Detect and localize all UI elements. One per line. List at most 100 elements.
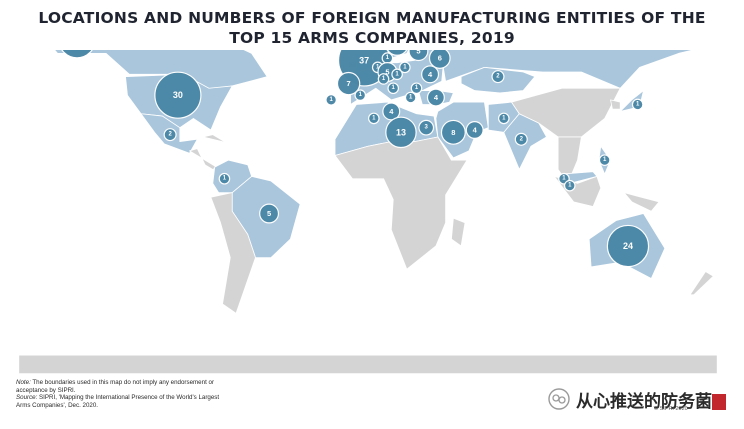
southeast-asia <box>557 136 582 184</box>
bubble-value-label: 3 <box>425 125 429 131</box>
watermark-text: 从心推送的防务菌 <box>576 391 712 412</box>
bubble-value-label: 1 <box>568 183 572 189</box>
bubble-greece: 1 <box>404 91 417 104</box>
bubble-layer: 1930215371971561157111411111414133841221… <box>61 50 650 268</box>
bubble-estonia: 5 <box>408 50 429 62</box>
bubble-circle <box>386 50 408 56</box>
bubble-circle <box>325 94 337 106</box>
bubble-value-label: 5 <box>416 50 420 56</box>
bubble-value-label: 1 <box>382 76 386 82</box>
source-text: SIPRI, 'Mapping the International Presen… <box>16 394 220 409</box>
sipri-logo <box>712 394 726 410</box>
bubble-algeria: 1 <box>368 112 380 125</box>
bubble-australia: 24 <box>606 224 650 268</box>
bubble-egypt: 3 <box>418 119 435 136</box>
bubble-brazil: 5 <box>259 203 280 224</box>
boundary-note: Note: The boundaries used in this map do… <box>16 379 226 394</box>
bubble-czech-republic: 1 <box>391 68 403 81</box>
source-label: Source: <box>16 394 38 402</box>
bubble-circle <box>259 203 280 224</box>
bubble-circle <box>514 132 528 146</box>
bubble-circle <box>61 50 93 59</box>
bubble-circle <box>410 82 423 95</box>
bubble-circle <box>385 116 417 149</box>
note-label: Note: <box>16 379 31 386</box>
bubble-circle <box>382 102 401 121</box>
bubble-mexico: 2 <box>163 128 177 142</box>
bubble-circle <box>426 88 445 107</box>
bubble-circle <box>428 50 451 69</box>
bubble-value-label: 2 <box>168 132 172 138</box>
bubble-value-label: 37 <box>359 55 369 65</box>
bubble-portugal: 1 <box>325 94 337 106</box>
bubble-value-label: 1 <box>415 85 419 91</box>
russia <box>437 50 695 89</box>
bubble-value-label: 4 <box>434 93 439 102</box>
bubble-circle <box>387 82 400 95</box>
bubble-poland: 1 <box>399 61 411 74</box>
bubble-value-label: 6 <box>438 54 442 63</box>
bubble-circle <box>163 128 177 142</box>
bubble-circle <box>421 65 440 84</box>
note-text: The boundaries used in this map do not i… <box>16 379 215 394</box>
new-zealand <box>689 271 714 296</box>
bubble-value-label: 1 <box>223 176 227 182</box>
bubble-value-label: 2 <box>520 136 524 142</box>
bubble-value-label: 1 <box>395 71 399 77</box>
bubble-alaska: 19 <box>61 50 93 59</box>
map-title-line-2: TOP 15 ARMS COMPANIES, 2019 <box>229 29 515 47</box>
bubble-circle <box>368 112 380 125</box>
bubble-spain: 1 <box>354 89 367 101</box>
bubble-circle <box>218 172 231 185</box>
bubble-france: 7 <box>336 71 361 96</box>
bubble-circle <box>497 112 510 125</box>
bubble-value-label: 24 <box>623 241 633 251</box>
bubble-value-label: 1 <box>359 92 363 98</box>
bubble-circle <box>631 98 644 111</box>
bubble-value-label: 1 <box>636 101 640 107</box>
bubble-denmark: 1 <box>381 52 394 64</box>
bubble-value-label: 1 <box>502 115 506 121</box>
bubble-value-label: 5 <box>385 68 389 77</box>
bubble-ukraine: 4 <box>421 65 440 84</box>
bubble-circle <box>354 89 367 101</box>
korea <box>610 99 621 110</box>
andes-southern-cone <box>210 192 256 314</box>
bubble-value-label: 30 <box>173 90 183 100</box>
new-guinea <box>623 192 660 212</box>
watermark: 从心推送的防务菌 <box>548 386 712 412</box>
bubble-value-label: 7 <box>347 79 351 88</box>
copyright-text: © SIPRI 2020 <box>654 406 688 412</box>
china <box>511 87 621 138</box>
bubble-circle <box>154 71 202 119</box>
bubble-russia: 6 <box>428 50 451 69</box>
antarctica <box>18 354 718 375</box>
cuba <box>202 134 229 145</box>
sub-saharan-africa <box>334 136 468 270</box>
bubble-value-label: 13 <box>396 127 406 137</box>
bubble-circle <box>598 154 611 166</box>
bubble-circle <box>408 50 429 62</box>
bubble-value-label: 1 <box>392 85 396 91</box>
bubble-value-label: 1 <box>329 97 333 103</box>
bubble-circle <box>399 61 411 74</box>
bubble-value-label: 4 <box>428 70 433 79</box>
central-america <box>189 148 218 170</box>
bubble-circle <box>418 119 435 136</box>
bubble-saudi-arabia: 8 <box>440 119 466 145</box>
bubble-value-label: 1 <box>603 157 607 163</box>
bubble-circle <box>491 70 505 84</box>
bubble-india: 2 <box>514 132 528 146</box>
madagascar <box>451 217 466 247</box>
bubble-bulgaria: 1 <box>410 82 423 95</box>
bubble-switzerland: 1 <box>377 73 390 85</box>
bubble-circle <box>336 71 361 96</box>
bubble-value-label: 1 <box>403 64 407 70</box>
bubble-sweden: 7 <box>386 50 408 56</box>
bubble-italy: 1 <box>387 82 400 95</box>
map-note: Note: The boundaries used in this map do… <box>16 379 226 409</box>
bubble-value-label: 2 <box>496 74 500 80</box>
bubble-united-states: 30 <box>154 71 202 119</box>
bubble-circle <box>440 119 466 145</box>
bubble-circle <box>606 224 650 268</box>
